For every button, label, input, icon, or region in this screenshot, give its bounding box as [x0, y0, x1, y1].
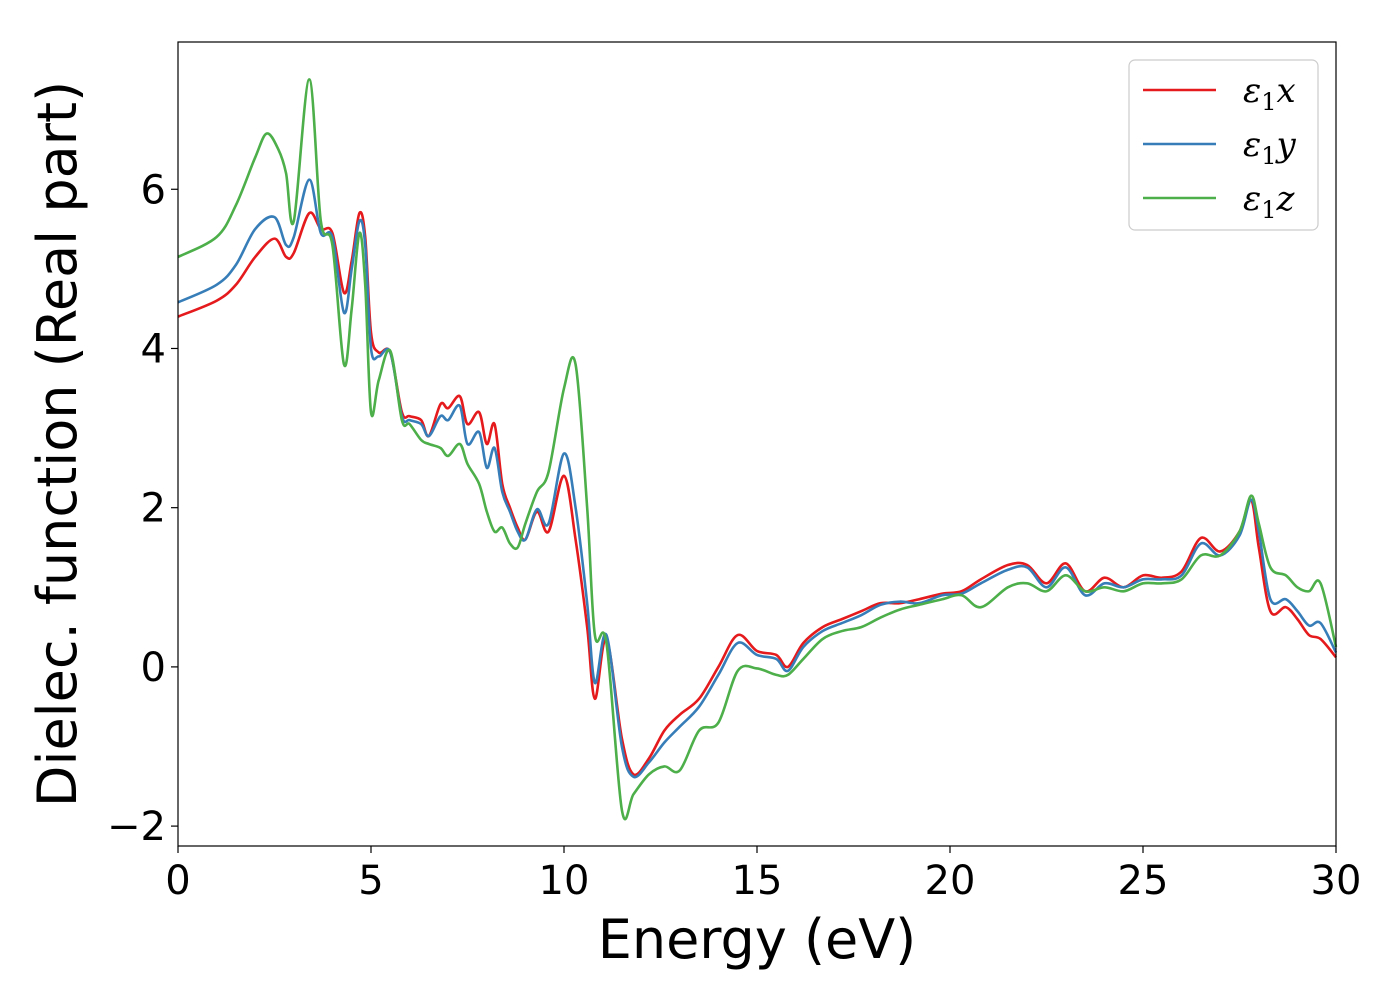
x-tick-label: 20: [925, 858, 976, 904]
legend-label-y: ε1y: [1243, 125, 1297, 170]
y-tick-label: 6: [141, 167, 166, 213]
x-axis-label: Energy (eV): [598, 908, 917, 971]
legend: ε1x ε1y ε1z: [1128, 59, 1319, 231]
series-layer: [177, 78, 1338, 821]
x-tick-label: 25: [1118, 858, 1169, 904]
series-line-y: [177, 178, 1338, 779]
x-tick-label: 30: [1311, 858, 1362, 904]
y-axis-label: Dielec. function (Real part): [26, 81, 89, 807]
y-tick-label: −2: [107, 804, 166, 850]
x-tick-label: 5: [358, 858, 383, 904]
legend-label-x: ε1x: [1243, 71, 1296, 116]
y-tick-label: 2: [141, 486, 166, 532]
y-tick-label: 4: [141, 326, 166, 372]
series-line-z: [177, 78, 1338, 821]
legend-box: [1128, 59, 1319, 231]
legend-label-z: ε1z: [1243, 179, 1296, 224]
y-axis-ticks: −2 0 2 4 6: [107, 167, 178, 850]
x-axis-ticks: 0 5 10 15 20 25 30: [165, 846, 1361, 904]
x-tick-label: 15: [732, 858, 783, 904]
y-tick-label: 0: [141, 645, 166, 691]
x-tick-label: 10: [539, 858, 590, 904]
x-tick-label: 0: [165, 858, 190, 904]
